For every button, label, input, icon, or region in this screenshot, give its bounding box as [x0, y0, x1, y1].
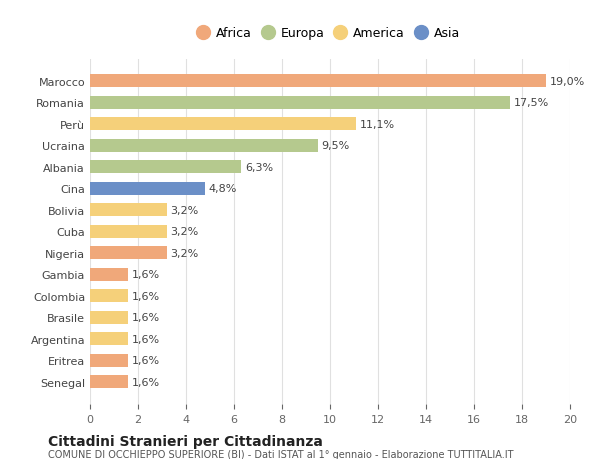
- Text: 3,2%: 3,2%: [170, 248, 199, 258]
- Bar: [90, 247, 167, 260]
- Text: 1,6%: 1,6%: [132, 334, 160, 344]
- Bar: [90, 354, 128, 367]
- Text: 17,5%: 17,5%: [514, 98, 549, 108]
- Bar: [90, 290, 128, 302]
- Bar: [90, 183, 205, 196]
- Bar: [90, 75, 546, 88]
- Text: Cittadini Stranieri per Cittadinanza: Cittadini Stranieri per Cittadinanza: [48, 434, 323, 448]
- Bar: [90, 118, 356, 131]
- Text: 1,6%: 1,6%: [132, 291, 160, 301]
- Text: 3,2%: 3,2%: [170, 205, 199, 215]
- Text: 11,1%: 11,1%: [360, 120, 395, 129]
- Text: 1,6%: 1,6%: [132, 377, 160, 387]
- Text: 19,0%: 19,0%: [550, 77, 585, 87]
- Bar: [90, 204, 167, 217]
- Bar: [90, 161, 241, 174]
- Text: COMUNE DI OCCHIEPPO SUPERIORE (BI) - Dati ISTAT al 1° gennaio - Elaborazione TUT: COMUNE DI OCCHIEPPO SUPERIORE (BI) - Dat…: [48, 449, 514, 459]
- Text: 3,2%: 3,2%: [170, 227, 199, 237]
- Legend: Africa, Europa, America, Asia: Africa, Europa, America, Asia: [194, 21, 466, 47]
- Bar: [90, 311, 128, 324]
- Text: 1,6%: 1,6%: [132, 270, 160, 280]
- Text: 6,3%: 6,3%: [245, 162, 273, 173]
- Bar: [90, 140, 318, 152]
- Bar: [90, 375, 128, 388]
- Bar: [90, 332, 128, 346]
- Text: 1,6%: 1,6%: [132, 313, 160, 323]
- Text: 1,6%: 1,6%: [132, 355, 160, 365]
- Bar: [90, 97, 510, 110]
- Bar: [90, 225, 167, 238]
- Text: 4,8%: 4,8%: [209, 184, 237, 194]
- Bar: [90, 268, 128, 281]
- Text: 9,5%: 9,5%: [322, 141, 350, 151]
